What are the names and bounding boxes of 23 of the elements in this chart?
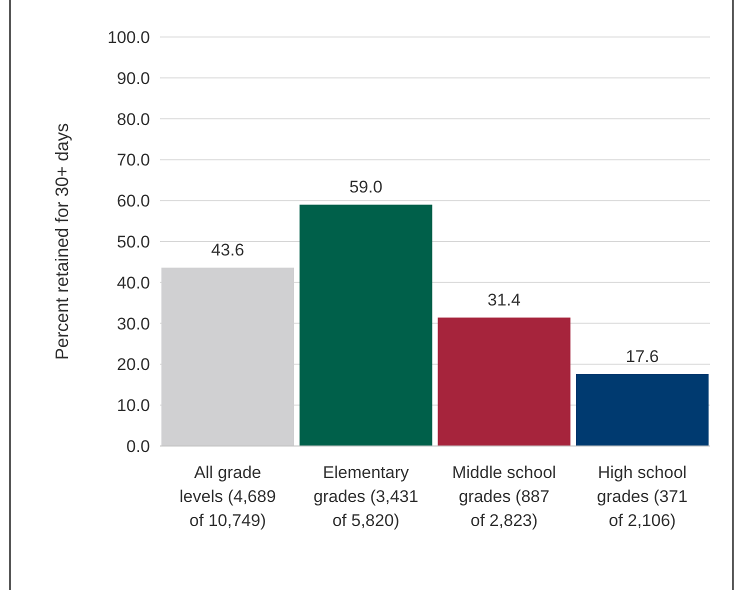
y-tick-label: 100.0	[107, 28, 150, 47]
y-tick-label: 0.0	[126, 436, 150, 456]
bar	[576, 374, 709, 446]
data-label: 31.4	[488, 290, 521, 310]
y-tick-label: 90.0	[116, 68, 150, 88]
x-tick-label: High school grades (371 of 2,106)	[596, 463, 688, 530]
y-tick-label: 30.0	[116, 314, 150, 334]
y-tick-label: 50.0	[116, 232, 150, 252]
y-tick-label: 20.0	[116, 355, 150, 374]
y-tick-label: 40.0	[116, 273, 150, 292]
y-axis-title: Percent retained for 30+ days	[52, 123, 72, 360]
data-label: 59.0	[349, 178, 382, 197]
x-tick-label: All grade levels (4,689 of 10,749)	[180, 463, 276, 530]
x-tick-label: Elementary grades (3,431 of 5,820)	[313, 463, 418, 530]
data-label: 43.6	[211, 240, 244, 260]
bar	[438, 318, 570, 446]
bar	[300, 204, 432, 446]
x-tick-label: Middle school grades (887 of 2,823)	[452, 463, 556, 530]
y-tick-label: 70.0	[116, 150, 150, 170]
y-tick-label: 60.0	[116, 192, 150, 211]
y-tick-label: 10.0	[116, 396, 150, 416]
y-tick-label: 80.0	[116, 110, 150, 129]
data-label: 17.6	[626, 347, 659, 366]
